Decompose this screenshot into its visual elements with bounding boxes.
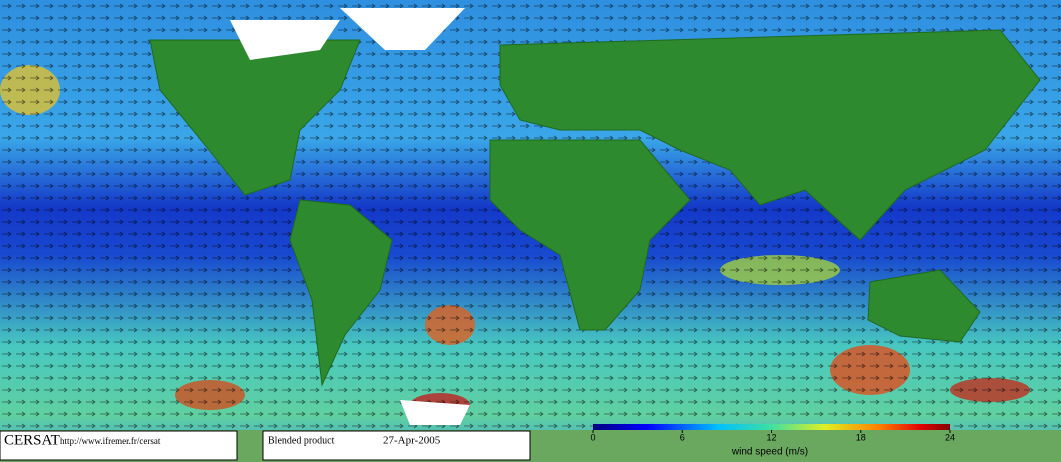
colorbar-tick-label: 0	[590, 432, 595, 442]
land	[149, 29, 1041, 387]
colorbar-tick-label: 24	[945, 432, 955, 442]
product: Blended product	[268, 435, 335, 446]
colorbar-tick-label: 6	[680, 432, 685, 442]
colorbar-ticks: 0 6 12 18 24	[590, 430, 955, 442]
colorbar-tick-label: 18	[856, 432, 866, 442]
logo: CERSAT	[4, 432, 60, 448]
colorbar-tick-label: 12	[766, 432, 776, 442]
date: 27-Apr-2005	[383, 435, 441, 447]
url: http://www.ifremer.fr/cersat	[60, 436, 161, 446]
logo-box	[0, 430, 238, 461]
ice	[230, 8, 470, 425]
info-box	[262, 430, 531, 461]
colorbar-label: wind speed (m/s)	[731, 447, 808, 458]
colorbar	[593, 424, 950, 430]
